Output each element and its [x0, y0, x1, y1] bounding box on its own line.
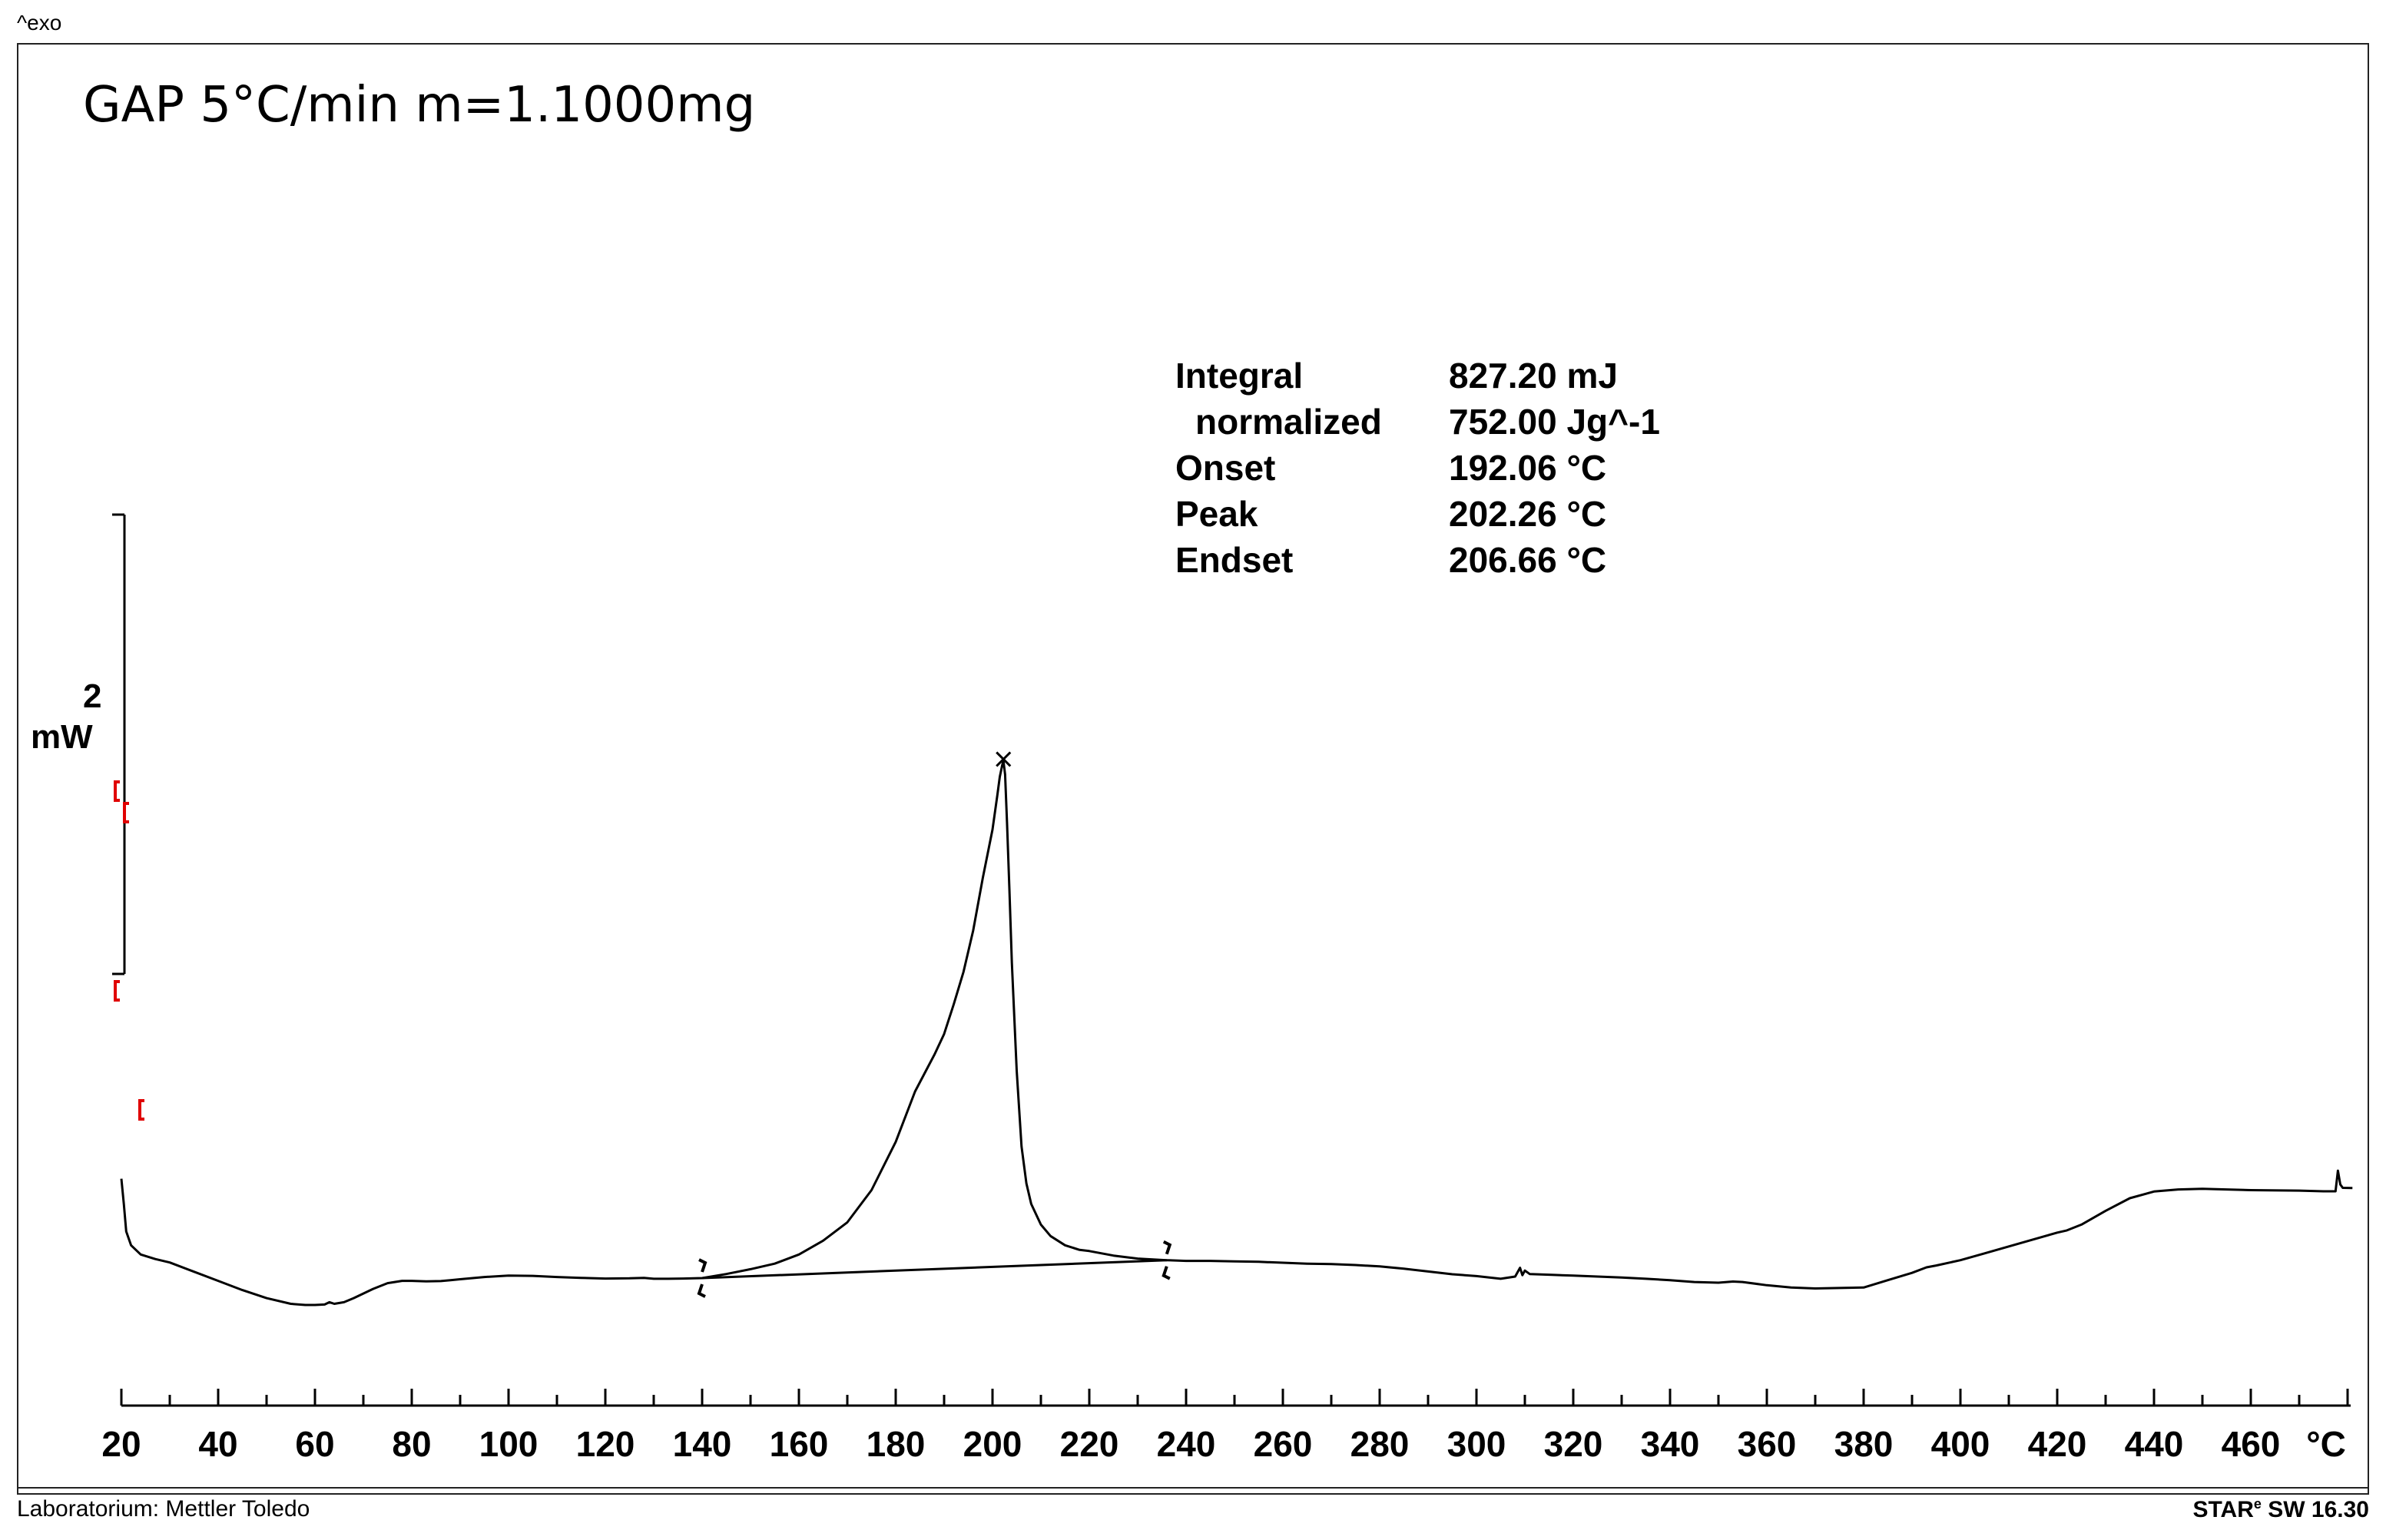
x-tick-label: 200: [963, 1424, 1022, 1464]
scale-bracket-start: [138, 1099, 144, 1121]
result-value-endset: 206.66 °C: [1449, 540, 1607, 580]
x-axis-unit-label: °C: [2306, 1424, 2346, 1464]
integration-limit-marker: [697, 1258, 708, 1298]
x-tick-label: 400: [1931, 1424, 1990, 1464]
x-tick-label: 40: [198, 1424, 237, 1464]
result-label-onset: Onset: [1175, 448, 1276, 488]
footer-lab: Laboratorium: Mettler Toledo: [17, 1496, 310, 1522]
result-label-peak: Peak: [1175, 494, 1258, 534]
scale-bracket-upper: [114, 780, 120, 802]
scale-bracket-mid: [123, 802, 129, 823]
footer-divider: [17, 1487, 2369, 1489]
result-label-integral: Integral: [1175, 356, 1304, 396]
software-name: STAR: [2192, 1497, 2254, 1522]
scale-bar-value: 2: [83, 677, 102, 715]
plot-frame: [17, 43, 2369, 1495]
x-tick-label: 420: [2028, 1424, 2087, 1464]
x-tick-label: 100: [479, 1424, 539, 1464]
result-label-normalized: normalized: [1195, 402, 1382, 442]
result-label-endset: Endset: [1175, 540, 1294, 580]
integration-limit-marker: [1162, 1240, 1172, 1280]
result-value-integral: 827.20 mJ: [1449, 356, 1618, 396]
x-tick-label: 160: [770, 1424, 829, 1464]
software-version: SW 16.30: [2261, 1497, 2369, 1522]
exo-direction-label: ^exo: [17, 11, 62, 35]
x-tick-label: 120: [576, 1424, 635, 1464]
x-tick-label: 60: [295, 1424, 334, 1464]
scale-bracket-lower: [114, 980, 120, 1002]
x-tick-label: 340: [1641, 1424, 1700, 1464]
x-tick-label: 360: [1738, 1424, 1797, 1464]
peak-x-marker: [996, 751, 1012, 767]
dsc-curve: [120, 759, 2353, 1307]
x-tick-label: 20: [101, 1424, 141, 1464]
x-tick-label: 140: [673, 1424, 732, 1464]
software-superscript: e: [2253, 1496, 2262, 1512]
footer-software: STARe SW 16.30: [2192, 1496, 2369, 1523]
integration-baseline: [701, 1259, 1167, 1280]
chart-title: GAP 5°C/min m=1.1000mg: [83, 77, 756, 134]
result-value-peak: 202.26 °C: [1449, 494, 1607, 534]
x-tick-label: 220: [1060, 1424, 1119, 1464]
result-value-normalized: 752.00 Jg^-1: [1449, 402, 1660, 442]
x-tick-label: 280: [1350, 1424, 1410, 1464]
result-value-onset: 192.06 °C: [1449, 448, 1607, 488]
x-tick-label: 320: [1544, 1424, 1603, 1464]
x-tick-label: 180: [867, 1424, 926, 1464]
x-tick-label: 240: [1157, 1424, 1216, 1464]
x-tick-label: 260: [1254, 1424, 1313, 1464]
x-tick-label: 440: [2125, 1424, 2184, 1464]
x-tick-label: 460: [2222, 1424, 2281, 1464]
x-tick-label: 300: [1447, 1424, 1506, 1464]
x-tick-label: 80: [392, 1424, 431, 1464]
x-tick-label: 380: [1834, 1424, 1894, 1464]
scale-bar-unit: mW: [31, 718, 93, 756]
